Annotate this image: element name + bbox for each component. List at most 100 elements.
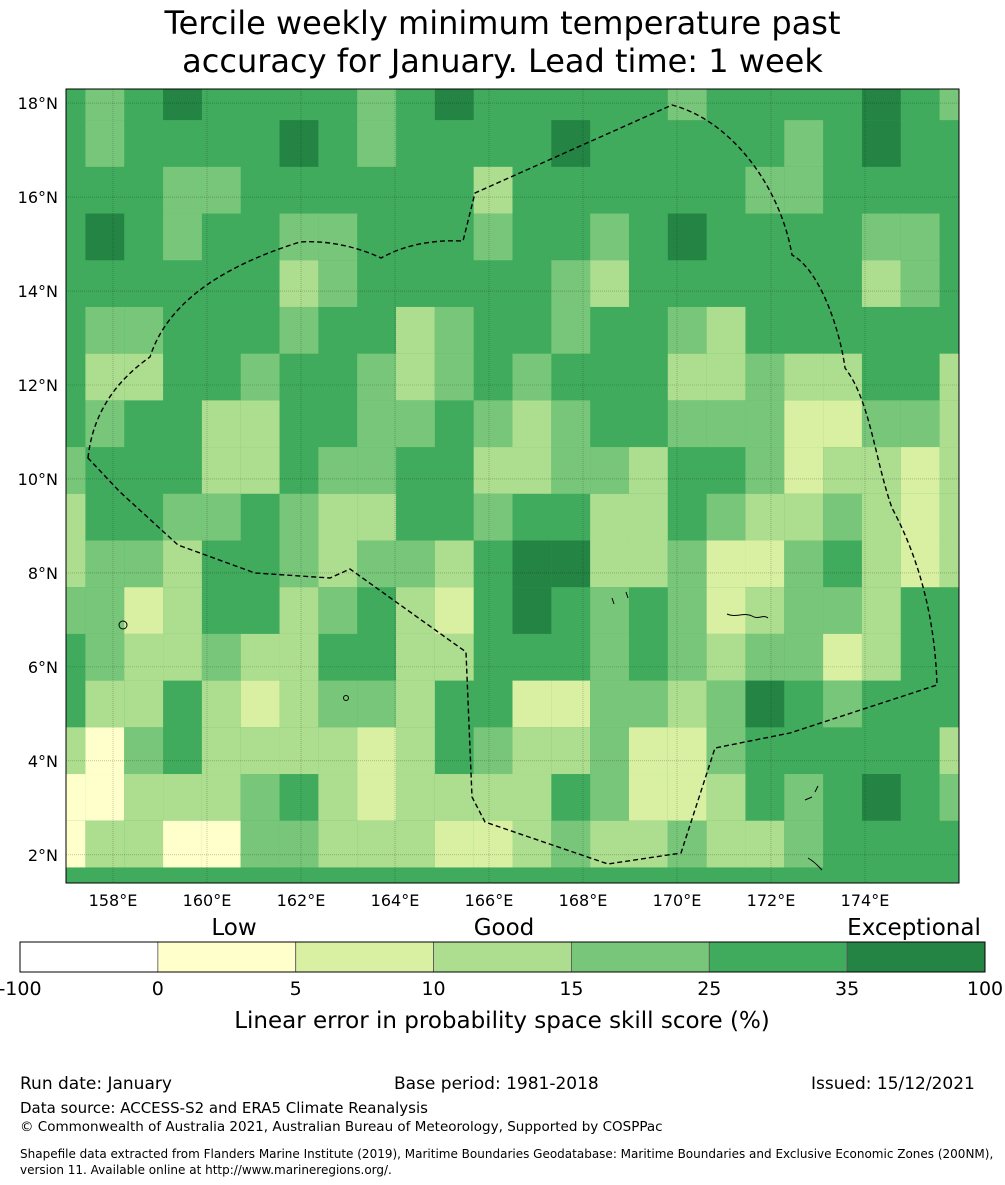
skill-cell bbox=[85, 633, 125, 681]
skill-cell bbox=[784, 400, 824, 448]
lon-tick-label: 172°E bbox=[747, 891, 796, 910]
skill-cell bbox=[745, 353, 785, 401]
skill-cell bbox=[939, 353, 959, 401]
skill-cell bbox=[163, 493, 202, 541]
skill-cell bbox=[396, 774, 435, 821]
skill-cell bbox=[473, 400, 513, 448]
skill-cell bbox=[706, 680, 746, 728]
colorbar-swatch bbox=[708, 941, 848, 973]
skill-cell bbox=[357, 680, 397, 728]
skill-cell bbox=[66, 447, 86, 494]
skill-cell bbox=[473, 774, 513, 821]
skill-cell bbox=[124, 587, 164, 634]
skill-cell bbox=[861, 633, 901, 681]
skill-cell bbox=[784, 120, 824, 167]
skill-cell bbox=[279, 120, 319, 167]
skill-cell bbox=[512, 353, 552, 401]
lat-tick-label: 4°N bbox=[28, 752, 58, 771]
lon-tick-label: 174°E bbox=[841, 891, 890, 910]
skill-cell bbox=[939, 493, 959, 541]
skill-cell bbox=[396, 680, 435, 728]
skill-cell bbox=[85, 587, 125, 634]
lon-tick-label: 160°E bbox=[183, 891, 232, 910]
skill-cell bbox=[551, 680, 591, 728]
skill-cell bbox=[745, 820, 785, 868]
skill-cell bbox=[823, 587, 862, 634]
skill-cell bbox=[279, 493, 319, 541]
skill-cell bbox=[706, 727, 746, 775]
skill-cell bbox=[163, 166, 202, 214]
skill-cell bbox=[396, 727, 435, 775]
skill-cell bbox=[473, 166, 513, 214]
skill-cell bbox=[706, 493, 746, 541]
skill-cell bbox=[706, 820, 746, 868]
skill-cell bbox=[628, 727, 668, 775]
eez-boundary bbox=[87, 104, 938, 865]
skill-cell bbox=[512, 680, 552, 728]
skill-cell bbox=[318, 680, 358, 728]
skill-cell bbox=[279, 633, 319, 681]
colorbar-tick-label: -100 bbox=[0, 978, 42, 1000]
skill-cell bbox=[85, 680, 125, 728]
skill-cell bbox=[706, 774, 746, 821]
skill-cell bbox=[590, 587, 629, 634]
skill-cell bbox=[861, 260, 901, 307]
skill-cell bbox=[512, 727, 552, 775]
skill-cell bbox=[124, 820, 164, 868]
skill-cell bbox=[590, 540, 629, 588]
skill-cell bbox=[66, 540, 86, 588]
copyright: © Commonwealth of Australia 2021, Austra… bbox=[20, 1119, 663, 1135]
skill-cell bbox=[434, 587, 474, 634]
skill-cell bbox=[939, 727, 959, 775]
skill-cell bbox=[473, 447, 513, 494]
skill-cell bbox=[861, 120, 901, 167]
lon-tick-label: 168°E bbox=[559, 891, 608, 910]
base-period: Base period: 1981-2018 bbox=[394, 1074, 599, 1094]
colorbar-axis-label: Linear error in probability space skill … bbox=[234, 1008, 770, 1034]
skill-cell bbox=[784, 774, 824, 821]
skill-cell bbox=[396, 306, 435, 354]
skill-cell bbox=[823, 447, 862, 494]
skill-cell bbox=[357, 493, 397, 541]
skill-cell bbox=[512, 587, 552, 634]
skill-cell bbox=[240, 633, 280, 681]
skill-cell bbox=[706, 306, 746, 354]
skill-cell bbox=[784, 166, 824, 214]
shapefile-credit-2: version 11. Available online at http://w… bbox=[20, 1163, 392, 1177]
colorbar-category-label: Low bbox=[211, 915, 256, 941]
skill-cell bbox=[201, 166, 241, 214]
lat-tick-label: 2°N bbox=[28, 846, 58, 865]
skill-cell bbox=[66, 774, 86, 821]
skill-cell bbox=[85, 540, 125, 588]
latitude-labels: 18°N 16°N 14°N 12°N 10°N 8°N 6°N 4°N 2°N bbox=[18, 94, 58, 865]
skill-cell bbox=[784, 493, 824, 541]
skill-cell bbox=[861, 493, 901, 541]
skill-cell bbox=[357, 540, 397, 588]
skill-cell bbox=[163, 540, 202, 588]
colorbar-tick-label: 15 bbox=[559, 978, 583, 1000]
lon-tick-label: 158°E bbox=[89, 891, 138, 910]
skill-cell bbox=[628, 540, 668, 588]
skill-cell bbox=[628, 774, 668, 821]
skill-cell bbox=[784, 447, 824, 494]
skill-cell bbox=[473, 213, 513, 261]
skill-cell bbox=[823, 633, 862, 681]
skill-cell bbox=[551, 260, 591, 307]
skill-cell bbox=[667, 680, 707, 728]
skill-cell bbox=[85, 774, 125, 821]
skill-cell bbox=[163, 587, 202, 634]
skill-cell bbox=[240, 820, 280, 868]
skill-cell bbox=[279, 727, 319, 775]
skill-cell bbox=[745, 447, 785, 494]
skill-cell bbox=[240, 353, 280, 401]
skill-cell bbox=[667, 353, 707, 401]
skill-cell bbox=[66, 727, 86, 775]
colorbar-tick-label: 10 bbox=[421, 978, 445, 1000]
colorbar-swatch bbox=[19, 941, 159, 973]
skill-cell bbox=[473, 727, 513, 775]
skill-cell bbox=[85, 353, 125, 401]
skill-cell bbox=[551, 820, 591, 868]
graticule bbox=[66, 89, 959, 883]
skill-cell bbox=[512, 774, 552, 821]
skill-cell bbox=[357, 120, 397, 167]
